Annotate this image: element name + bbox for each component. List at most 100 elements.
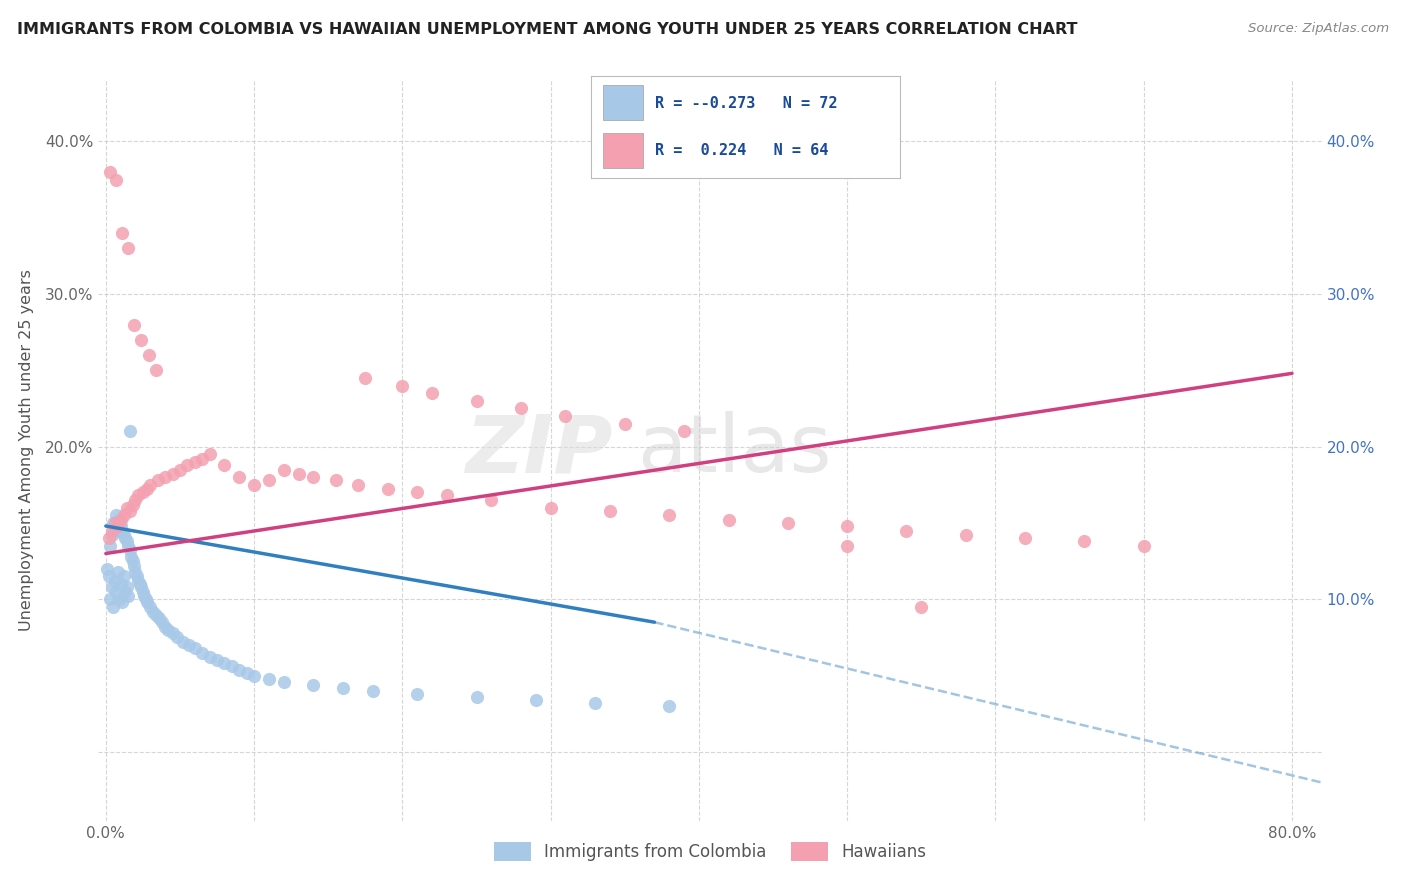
Point xyxy=(896,524,918,538)
Point xyxy=(257,672,280,686)
Point xyxy=(325,473,347,487)
Point xyxy=(115,500,138,515)
Point xyxy=(97,531,120,545)
Point xyxy=(302,470,325,484)
Point xyxy=(257,473,280,487)
Point xyxy=(214,657,236,671)
Text: ZIP: ZIP xyxy=(465,411,612,490)
Point xyxy=(98,592,121,607)
Point xyxy=(132,584,155,599)
Text: Source: ZipAtlas.com: Source: ZipAtlas.com xyxy=(1249,22,1389,36)
Point xyxy=(115,580,138,594)
Text: R = --0.273   N = 72: R = --0.273 N = 72 xyxy=(655,96,838,111)
Point xyxy=(138,348,160,362)
Point xyxy=(121,498,143,512)
Point xyxy=(111,226,134,240)
Point xyxy=(1014,531,1036,545)
Point xyxy=(191,451,214,466)
Point xyxy=(117,589,139,603)
Point xyxy=(354,371,377,385)
Point xyxy=(103,599,125,614)
Point xyxy=(121,554,143,568)
Point xyxy=(347,478,370,492)
Point xyxy=(162,626,184,640)
Point xyxy=(145,607,167,622)
Point xyxy=(124,565,146,579)
Point xyxy=(111,595,134,609)
Point xyxy=(150,615,173,630)
Point xyxy=(658,699,681,714)
Point xyxy=(153,620,176,634)
Text: atlas: atlas xyxy=(637,411,831,490)
Point xyxy=(420,386,443,401)
Point xyxy=(118,504,141,518)
Point xyxy=(105,508,128,523)
Point xyxy=(955,528,977,542)
Point xyxy=(112,508,135,523)
Point xyxy=(302,678,325,692)
Point xyxy=(377,483,399,497)
Point xyxy=(332,681,354,695)
Point xyxy=(105,172,128,186)
Point xyxy=(465,393,488,408)
Point xyxy=(172,635,194,649)
Point xyxy=(673,425,696,439)
Point xyxy=(910,599,932,614)
Point xyxy=(465,690,488,704)
Point xyxy=(107,519,129,533)
Point xyxy=(112,569,135,583)
Point xyxy=(361,684,384,698)
Point xyxy=(131,580,153,594)
Point xyxy=(287,467,309,482)
Point xyxy=(184,455,207,469)
Point xyxy=(198,650,221,665)
Point xyxy=(107,524,129,538)
FancyBboxPatch shape xyxy=(603,133,643,168)
Point xyxy=(599,504,621,518)
Point xyxy=(139,478,162,492)
Point xyxy=(191,646,214,660)
Point xyxy=(153,470,176,484)
Point xyxy=(145,363,167,377)
Point xyxy=(436,488,458,502)
Point xyxy=(135,592,157,607)
Point xyxy=(122,318,145,332)
Point xyxy=(177,638,200,652)
Point xyxy=(837,519,859,533)
Point xyxy=(510,401,533,416)
Point xyxy=(146,473,169,487)
Point xyxy=(228,663,250,677)
Point xyxy=(122,558,145,573)
Point xyxy=(124,493,146,508)
Point xyxy=(132,485,155,500)
Legend: Immigrants from Colombia, Hawaiians: Immigrants from Colombia, Hawaiians xyxy=(486,835,934,868)
Point xyxy=(142,605,165,619)
Point xyxy=(136,483,159,497)
Point xyxy=(243,478,266,492)
Point xyxy=(110,519,132,533)
Point xyxy=(127,574,149,588)
Point xyxy=(658,508,681,523)
Point xyxy=(100,524,122,538)
Point xyxy=(115,534,138,549)
Point xyxy=(108,513,131,527)
Point xyxy=(235,665,257,680)
Point xyxy=(117,539,139,553)
Point xyxy=(111,524,134,538)
Point xyxy=(114,531,136,545)
Point xyxy=(613,417,636,431)
Point xyxy=(406,687,429,701)
Point xyxy=(837,539,859,553)
Point xyxy=(583,696,606,710)
Point xyxy=(391,378,413,392)
Point xyxy=(100,580,122,594)
Point xyxy=(110,513,132,527)
Point xyxy=(1132,539,1154,553)
Point xyxy=(104,574,127,588)
Point xyxy=(228,470,250,484)
Point xyxy=(176,458,198,472)
Point xyxy=(1073,534,1095,549)
Point xyxy=(127,488,149,502)
Point xyxy=(96,562,118,576)
Point xyxy=(221,659,243,673)
